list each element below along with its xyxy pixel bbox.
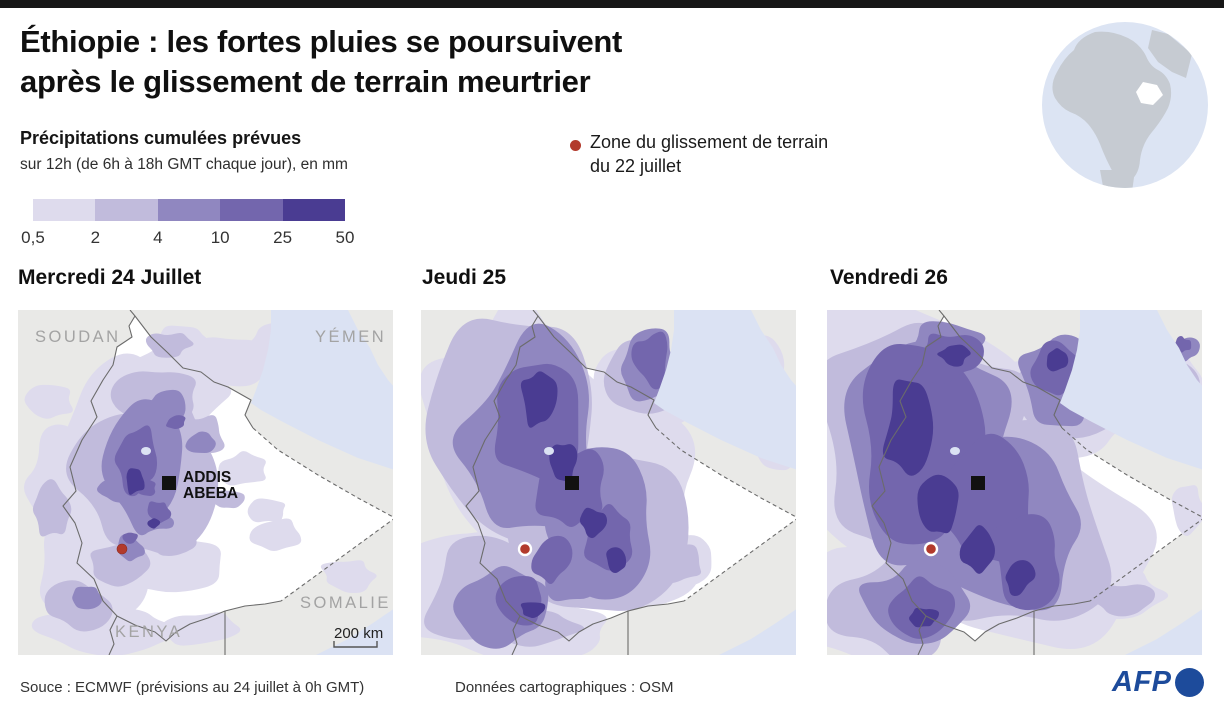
scale-tick-label: 0,5 [21, 228, 45, 247]
rain-map-friday [827, 309, 1205, 656]
scale-tick-label: 25 [273, 228, 293, 247]
landslide-legend-label: Zone du glissement de terrain du 22 juil… [590, 132, 829, 176]
precip-legend-title: Précipitations cumulées prévues [20, 128, 302, 148]
scale-tick-label: 2 [90, 228, 101, 247]
scale-segment-1 [33, 199, 96, 221]
afp-logo: AFP [1112, 664, 1212, 700]
precip-scale-tick-labels: 0,5 2 4 10 25 50 [21, 228, 354, 248]
scale-segment-5 [282, 199, 346, 221]
afp-logo-circle-icon [1174, 667, 1204, 697]
precip-color-scale [33, 199, 346, 221]
svg-text:ABEBA: ABEBA [183, 485, 238, 502]
map-panel-thursday [421, 309, 799, 656]
page-title-line1: Éthiopie : les fortes pluies se poursuiv… [20, 24, 623, 59]
landslide-legend: Zone du glissement de terrain du 22 juil… [566, 130, 828, 178]
globe-icon [1042, 22, 1208, 188]
page-title: Éthiopie : les fortes pluies se poursuiv… [20, 22, 622, 102]
map-panel-wednesday: SOUDAN YÉMEN SOMALIE KENYA ADDIS ABEBA 200 km [18, 309, 396, 656]
map-day-heading-3: Vendredi 26 [830, 266, 948, 289]
afp-logo-text: AFP [1112, 665, 1172, 698]
map-day-heading-1: Mercredi 24 Juillet [18, 266, 202, 289]
svg-text:YÉMEN: YÉMEN [315, 327, 386, 346]
svg-text:ADDIS: ADDIS [183, 469, 231, 486]
source-text: Souce : ECMWF (prévisions au 24 juillet … [20, 679, 365, 696]
precip-legend-subtitle: sur 12h (de 6h à 18h GMT chaque jour), e… [20, 156, 348, 173]
scale-segment-2 [95, 199, 158, 221]
scale-tick-label: 10 [210, 228, 230, 247]
scale-tick-label: 4 [153, 228, 163, 247]
svg-text:SOMALIE: SOMALIE [300, 594, 391, 612]
svg-text:200 km: 200 km [334, 625, 383, 642]
page-title-line2: après le glissement de terrain meurtrier [20, 64, 591, 99]
landslide-dot-icon [570, 140, 581, 151]
map-day-heading-2: Jeudi 25 [422, 266, 507, 289]
top-bar [0, 0, 1224, 8]
svg-text:KENYA: KENYA [115, 623, 182, 641]
map-credit-text: Données cartographiques : OSM [455, 679, 674, 696]
map-panel-friday [827, 309, 1205, 656]
scale-tick-label: 50 [335, 228, 355, 247]
globe-locator-map [1040, 20, 1210, 190]
rain-map-thursday [421, 309, 799, 656]
scale-segment-3 [157, 199, 221, 221]
scale-segment-4 [220, 199, 283, 221]
svg-text:SOUDAN: SOUDAN [35, 328, 121, 346]
